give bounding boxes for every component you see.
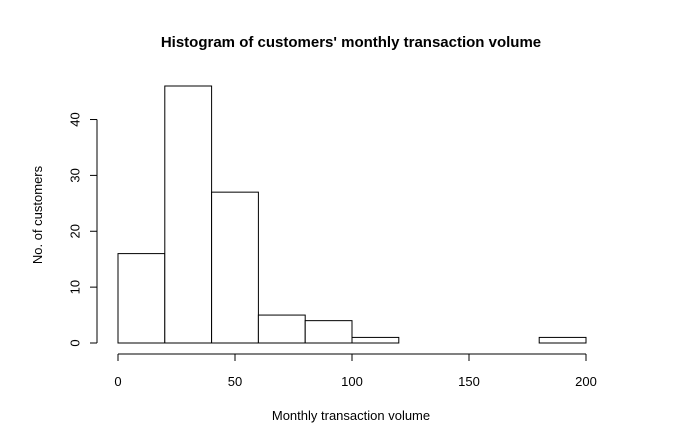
histogram-bar <box>117 253 166 344</box>
y-tick-label: 40 <box>67 112 82 126</box>
x-tick-label: 0 <box>114 374 121 389</box>
x-tick-label: 200 <box>575 374 597 389</box>
y-tick-label: 10 <box>67 280 82 294</box>
histogram-bar <box>304 320 353 344</box>
x-tick-label: 100 <box>341 374 363 389</box>
y-tick-label: 20 <box>67 224 82 238</box>
histogram-bar <box>257 314 306 344</box>
x-tick-label: 50 <box>228 374 242 389</box>
x-axis: 0 50 100 150 200 <box>114 353 597 389</box>
bars-group <box>117 85 587 344</box>
y-tick-label: 0 <box>67 339 82 346</box>
histogram-bar <box>211 191 259 344</box>
chart-title: Histogram of customers' monthly transact… <box>161 34 541 51</box>
x-tick-label: 150 <box>458 374 480 389</box>
x-axis-label: Monthly transaction volume <box>272 408 430 423</box>
histogram-bar <box>351 336 400 344</box>
histogram-bar <box>164 85 213 344</box>
histogram-bar <box>538 336 587 344</box>
y-axis-label: No. of customers <box>30 165 45 264</box>
y-axis: 0 10 20 30 40 <box>67 112 98 347</box>
y-tick-label: 30 <box>67 168 82 182</box>
